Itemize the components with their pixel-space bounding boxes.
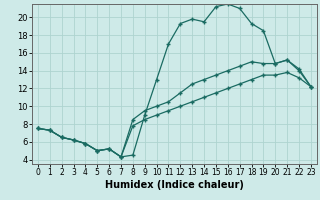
X-axis label: Humidex (Indice chaleur): Humidex (Indice chaleur) — [105, 180, 244, 190]
